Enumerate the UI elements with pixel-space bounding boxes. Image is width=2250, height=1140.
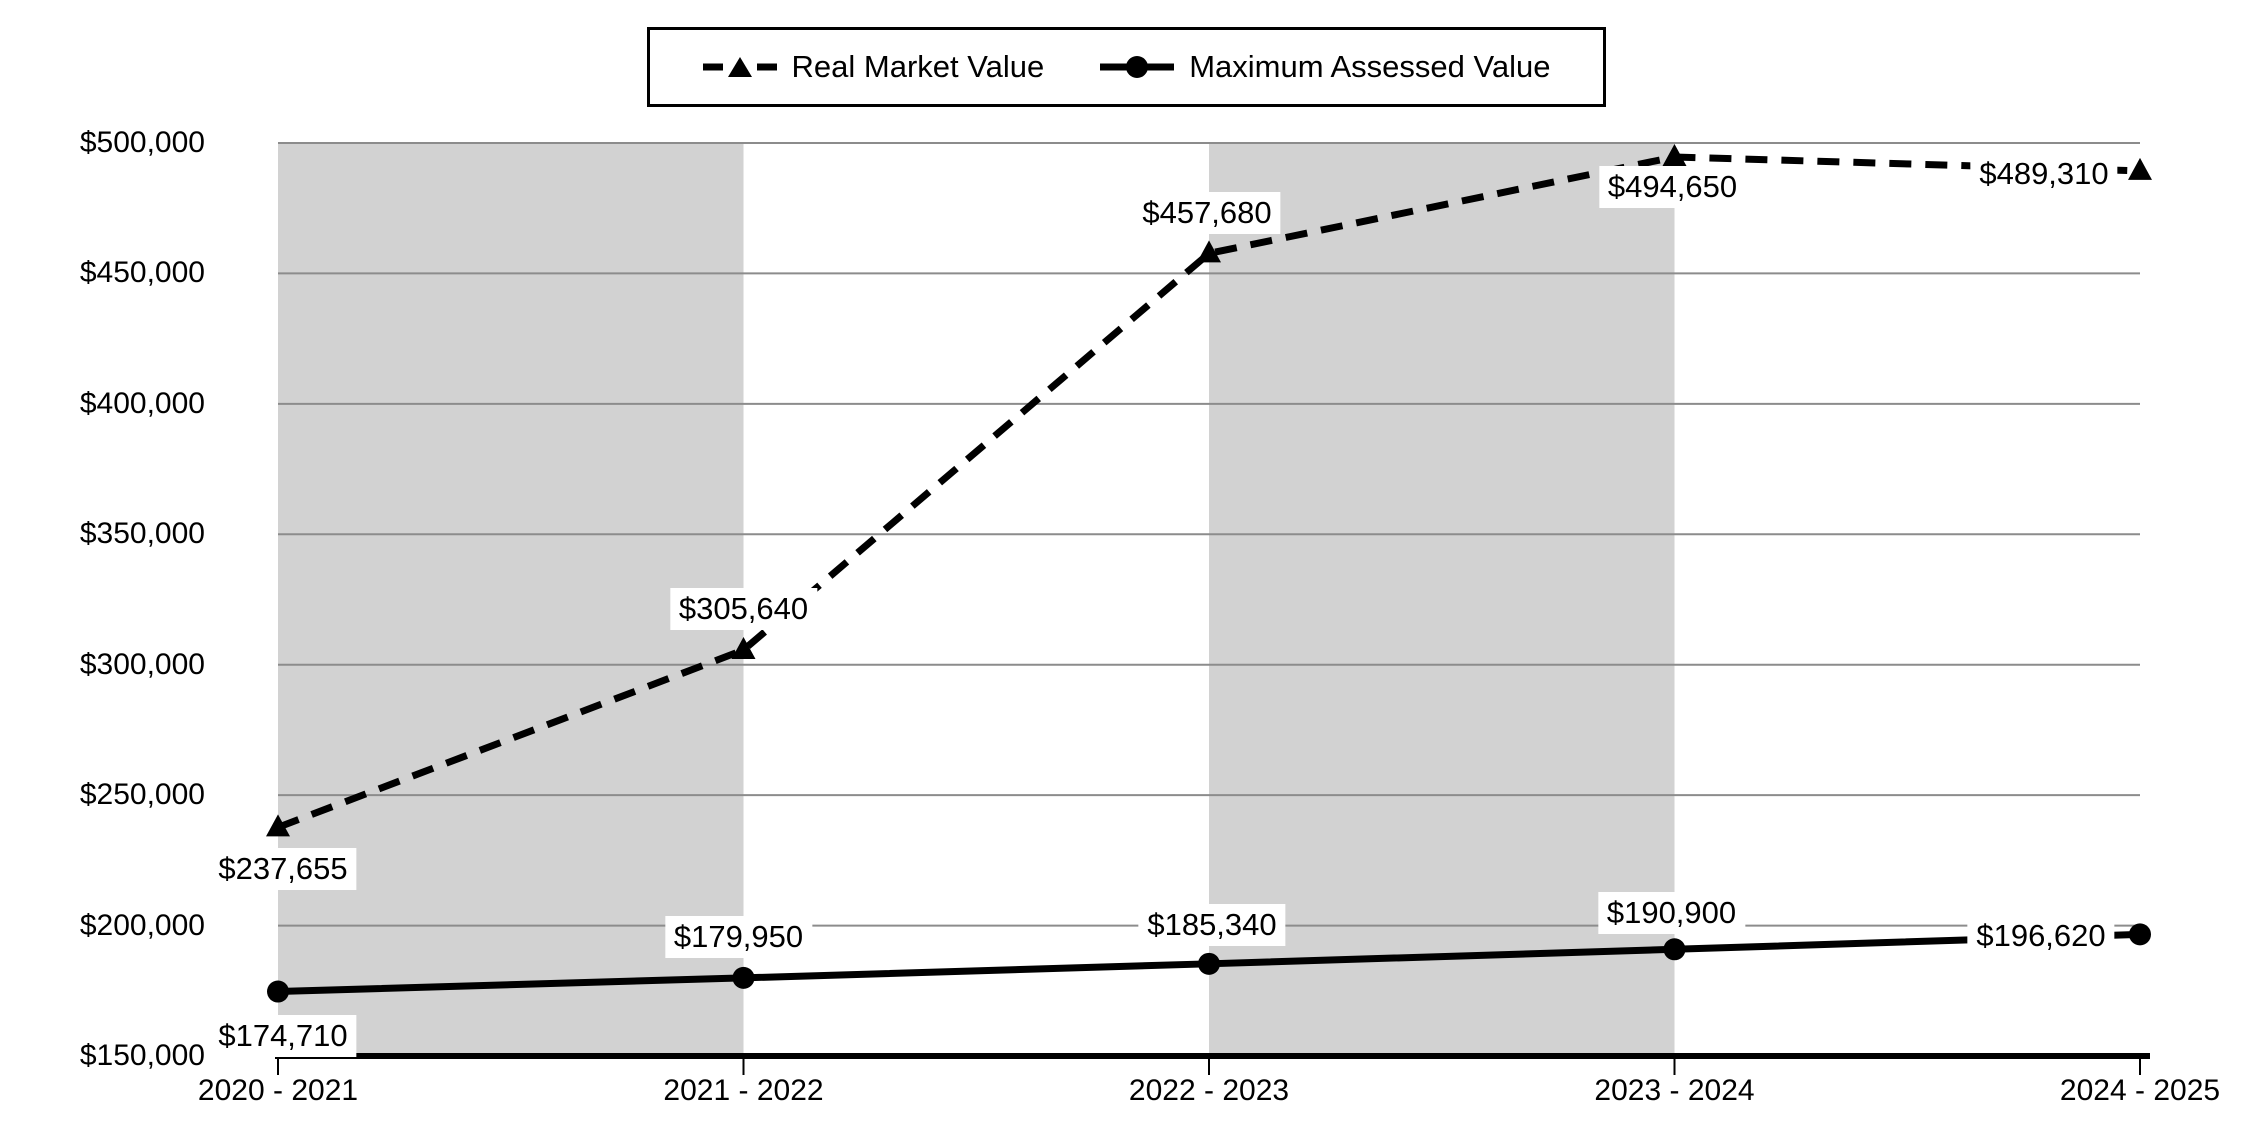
y-axis-tick-label: $450,000 [79, 256, 205, 290]
chart-legend: Real Market Value Maximum Assessed Value [647, 27, 1606, 107]
shaded-period-band [1209, 143, 1675, 1056]
legend-label-real-market-value: Real Market Value [791, 49, 1045, 84]
y-axis-tick-label: $200,000 [79, 908, 205, 942]
data-label: $174,710 [209, 1014, 357, 1057]
circle-marker [1663, 938, 1686, 961]
y-axis-tick-label: $250,000 [79, 778, 205, 812]
y-axis-tick-label: $500,000 [79, 126, 205, 159]
y-axis-tick-label: $150,000 [79, 1039, 205, 1072]
circle-marker [732, 966, 755, 989]
solid-line-circle-marker-icon [1100, 56, 1175, 78]
circle-marker [2129, 923, 2151, 946]
legend-item-maximum-assessed-value: Maximum Assessed Value [1100, 49, 1550, 85]
circle-marker [267, 980, 289, 1003]
x-axis-category-label: 2023 - 2024 [1594, 1074, 1755, 1107]
triangle-marker [2128, 157, 2152, 180]
data-label: $457,680 [1133, 192, 1281, 235]
dashed-line-triangle-marker-icon [702, 57, 777, 77]
series-line-dashed [276, 153, 2141, 831]
shaded-period-band [278, 143, 744, 1056]
triangle-marker [731, 637, 756, 660]
data-label: $237,655 [209, 848, 357, 891]
circle-marker [1198, 952, 1220, 975]
x-axis-category-label: 2022 - 2023 [1128, 1074, 1290, 1107]
data-label: $489,310 [1970, 152, 2118, 195]
y-axis-tick-label: $350,000 [79, 517, 205, 551]
triangle-marker [266, 814, 290, 837]
triangle-marker [1662, 143, 1687, 166]
data-label: $185,340 [1138, 903, 1286, 946]
legend-item-real-market-value: Real Market Value [702, 49, 1045, 85]
data-label: $494,650 [1598, 165, 1747, 208]
y-axis-tick-label: $300,000 [79, 647, 205, 681]
legend-label-maximum-assessed-value: Maximum Assessed Value [1189, 49, 1551, 84]
data-label: $196,620 [1967, 915, 2115, 958]
triangle-marker [1197, 240, 1221, 263]
data-label: $190,900 [1597, 892, 1746, 935]
data-label: $179,950 [664, 915, 813, 958]
data-label: $305,640 [669, 588, 818, 630]
y-axis-tick-label: $400,000 [79, 386, 205, 420]
x-axis-category-label: 2024 - 2025 [2059, 1074, 2221, 1107]
x-axis-category-label: 2020 - 2021 [197, 1074, 359, 1107]
x-axis-category-label: 2021 - 2022 [663, 1074, 824, 1107]
